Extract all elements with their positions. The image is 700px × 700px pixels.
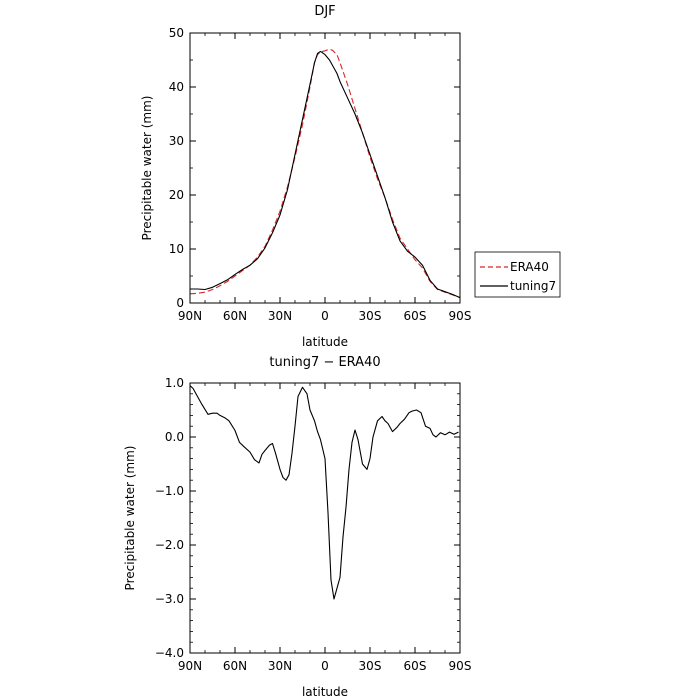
top-series-group: [189, 48, 461, 299]
top-y-tick-label: 30: [169, 134, 184, 148]
bottom-x-tick-label: 90S: [449, 659, 472, 673]
legend-label-era40: ERA40: [510, 260, 549, 274]
top-x-tick-label: 90N: [178, 309, 202, 323]
bottom-x-tick-label: 90N: [178, 659, 202, 673]
bottom-x-tick-label: 0: [321, 659, 329, 673]
top-series-line-era40: [189, 48, 461, 299]
bottom-chart-title: tuning7 − ERA40: [269, 355, 380, 370]
top-x-tick-label: 90S: [449, 309, 472, 323]
bottom-panel: tuning7 − ERA40 90N 60N 30N 0 30S 60S 90S −4.0 −…: [123, 355, 471, 699]
bottom-plot-frame: [189, 382, 461, 654]
top-y-tick-label: 40: [169, 80, 184, 94]
top-axis-ticks: 90N 60N 30N 0 30S 60S 90S 0 10 20 30 40 50: [169, 26, 472, 323]
top-x-tick-label: 30N: [268, 309, 292, 323]
bottom-y-axis-label: Precipitable water (mm): [123, 446, 137, 591]
top-y-tick-label: 0: [176, 296, 184, 310]
top-y-tick-label: 20: [169, 188, 184, 202]
bottom-y-tick-label: −3.0: [155, 592, 184, 606]
bottom-series-line-series-0: [189, 385, 459, 600]
top-y-tick-label: 10: [169, 242, 184, 256]
top-x-tick-label: 60S: [404, 309, 427, 323]
top-chart-title: DJF: [314, 4, 335, 19]
bottom-x-tick-label: 60N: [223, 659, 247, 673]
top-series-line-tuning7: [190, 50, 461, 299]
top-x-tick-label: 0: [321, 309, 329, 323]
bottom-x-axis-label: latitude: [302, 685, 348, 699]
bottom-y-tick-label: 0.0: [165, 430, 184, 444]
top-panel: DJF 90N 60N 30N 0 30S 60S 90S 0 10 20 30 40 50 latit…: [140, 4, 561, 349]
bottom-y-tick-label: −2.0: [155, 538, 184, 552]
top-plot-frame: [189, 32, 461, 304]
legend: ERA40 tuning7: [474, 251, 561, 298]
bottom-series-group: [189, 385, 459, 600]
top-y-axis-label: Precipitable water (mm): [140, 96, 154, 241]
bottom-y-tick-label: −4.0: [155, 646, 184, 660]
top-x-tick-label: 30S: [359, 309, 382, 323]
top-x-tick-label: 60N: [223, 309, 247, 323]
top-y-tick-label: 50: [169, 26, 184, 40]
legend-label-tuning7: tuning7: [510, 279, 556, 293]
legend-box: [474, 251, 561, 298]
bottom-x-tick-label: 30N: [268, 659, 292, 673]
bottom-x-tick-label: 30S: [359, 659, 382, 673]
top-x-axis-label: latitude: [302, 335, 348, 349]
bottom-x-tick-label: 60S: [404, 659, 427, 673]
bottom-y-tick-label: 1.0: [165, 376, 184, 390]
bottom-y-tick-label: −1.0: [155, 484, 184, 498]
